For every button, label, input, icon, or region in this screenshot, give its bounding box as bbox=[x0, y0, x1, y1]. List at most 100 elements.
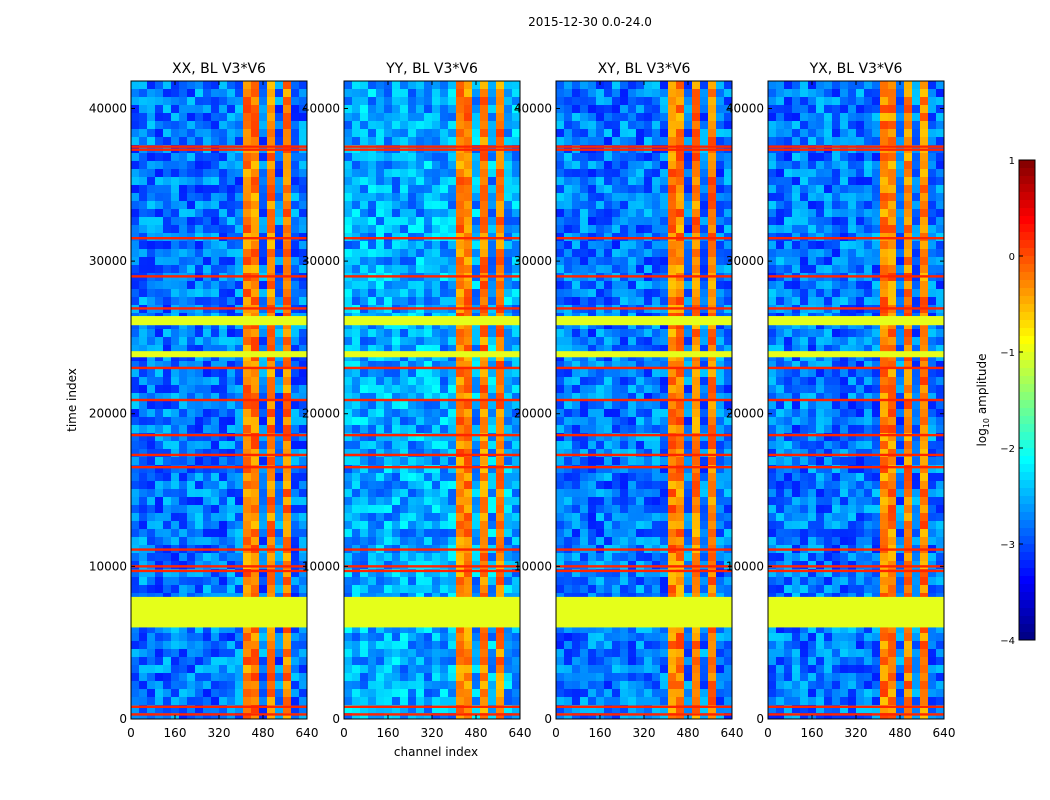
heatmap-cell bbox=[163, 577, 171, 585]
heatmap-cell bbox=[344, 185, 352, 193]
heatmap-cell bbox=[139, 465, 147, 473]
heatmap-cell bbox=[636, 537, 644, 545]
heatmap-cell bbox=[251, 689, 259, 697]
heatmap-cell bbox=[512, 81, 520, 89]
heatmap-cell bbox=[716, 489, 724, 497]
heatmap-cell bbox=[480, 465, 488, 473]
heatmap-cell bbox=[464, 529, 472, 537]
heatmap-cell bbox=[171, 337, 179, 345]
heatmap-cell bbox=[163, 441, 171, 449]
heatmap-cell bbox=[291, 185, 299, 193]
rfi-line bbox=[131, 145, 307, 148]
heatmap-cell bbox=[504, 553, 512, 561]
heatmap-cell bbox=[628, 177, 636, 185]
heatmap-cell bbox=[400, 481, 408, 489]
heatmap-cell bbox=[620, 529, 628, 537]
heatmap-cell bbox=[668, 553, 676, 561]
heatmap-cell bbox=[243, 281, 251, 289]
heatmap-cell bbox=[496, 401, 504, 409]
heatmap-cell bbox=[408, 705, 416, 713]
heatmap-cell bbox=[243, 681, 251, 689]
heatmap-cell bbox=[187, 209, 195, 217]
heatmap-cell bbox=[400, 449, 408, 457]
heatmap-cell bbox=[147, 121, 155, 129]
heatmap-cell bbox=[556, 289, 564, 297]
heatmap-cell bbox=[580, 105, 588, 113]
heatmap-cell bbox=[480, 97, 488, 105]
heatmap-cell bbox=[668, 345, 676, 353]
heatmap-cell bbox=[259, 401, 267, 409]
heatmap-cell bbox=[376, 113, 384, 121]
heatmap-cell bbox=[716, 569, 724, 577]
heatmap-cell bbox=[155, 345, 163, 353]
heatmap-cell bbox=[512, 241, 520, 249]
heatmap-cell bbox=[219, 497, 227, 505]
heatmap-cell bbox=[628, 121, 636, 129]
heatmap-cell bbox=[219, 169, 227, 177]
heatmap-cell bbox=[416, 393, 424, 401]
heatmap-cell bbox=[368, 657, 376, 665]
heatmap-cell bbox=[708, 553, 716, 561]
heatmap-cell bbox=[472, 369, 480, 377]
heatmap-cell bbox=[580, 113, 588, 121]
heatmap-cell bbox=[556, 561, 564, 569]
heatmap-cell bbox=[480, 233, 488, 241]
heatmap-cell bbox=[243, 169, 251, 177]
heatmap-cell bbox=[267, 441, 275, 449]
heatmap-cell bbox=[147, 233, 155, 241]
heatmap-cell bbox=[283, 209, 291, 217]
heatmap-cell bbox=[684, 537, 692, 545]
heatmap-cell bbox=[227, 433, 235, 441]
heatmap-cell bbox=[299, 465, 307, 473]
heatmap-cell bbox=[620, 385, 628, 393]
heatmap-cell bbox=[416, 217, 424, 225]
heatmap-cell bbox=[283, 89, 291, 97]
heatmap-cell bbox=[636, 113, 644, 121]
heatmap-cell bbox=[392, 257, 400, 265]
heatmap-cell bbox=[496, 377, 504, 385]
heatmap-cell bbox=[572, 409, 580, 417]
heatmap-cell bbox=[376, 713, 384, 719]
heatmap-cell bbox=[251, 289, 259, 297]
heatmap-cell bbox=[283, 521, 291, 529]
heatmap-cell bbox=[572, 481, 580, 489]
heatmap-cell bbox=[580, 241, 588, 249]
heatmap-cell bbox=[147, 505, 155, 513]
heatmap-cell bbox=[684, 433, 692, 441]
heatmap-cell bbox=[227, 97, 235, 105]
heatmap-cell bbox=[275, 241, 283, 249]
heatmap-cell bbox=[147, 401, 155, 409]
heatmap-cell bbox=[139, 345, 147, 353]
heatmap-cell bbox=[628, 289, 636, 297]
heatmap-cell bbox=[139, 569, 147, 577]
heatmap-cell bbox=[432, 393, 440, 401]
heatmap-cell bbox=[572, 137, 580, 145]
heatmap-cell bbox=[400, 369, 408, 377]
heatmap-cell bbox=[291, 137, 299, 145]
heatmap-cell bbox=[488, 249, 496, 257]
heatmap-cell bbox=[416, 465, 424, 473]
heatmap-cell bbox=[724, 177, 732, 185]
heatmap-cell bbox=[179, 705, 187, 713]
heatmap-cell bbox=[416, 625, 424, 633]
heatmap-cell bbox=[299, 577, 307, 585]
heatmap-cell bbox=[139, 585, 147, 593]
heatmap-cell bbox=[267, 81, 275, 89]
heatmap-cell bbox=[652, 401, 660, 409]
heatmap-cell bbox=[275, 177, 283, 185]
heatmap-cell bbox=[203, 209, 211, 217]
heatmap-cell bbox=[496, 137, 504, 145]
heatmap-cell bbox=[684, 369, 692, 377]
heatmap-cell bbox=[676, 185, 684, 193]
heatmap-cell bbox=[147, 265, 155, 273]
heatmap-cell bbox=[211, 265, 219, 273]
heatmap-cell bbox=[211, 161, 219, 169]
heatmap-cell bbox=[488, 673, 496, 681]
heatmap-cell bbox=[211, 193, 219, 201]
heatmap-cell bbox=[700, 385, 708, 393]
heatmap-cell bbox=[572, 473, 580, 481]
heatmap-cell bbox=[512, 473, 520, 481]
heatmap-cell bbox=[251, 89, 259, 97]
heatmap-cell bbox=[496, 385, 504, 393]
heatmap-cell bbox=[259, 649, 267, 657]
